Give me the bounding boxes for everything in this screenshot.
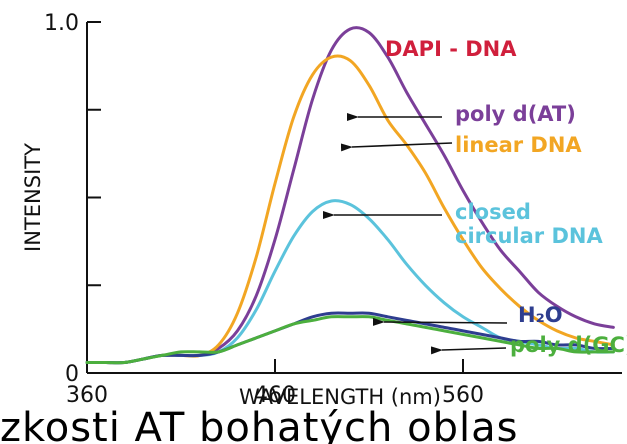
x-axis-title: WAVELENGTH (nm) — [239, 385, 441, 408]
series-layer — [85, 26, 615, 365]
x-tick-label: 360 — [66, 383, 108, 408]
series-label: closed — [455, 200, 531, 224]
y-tick-label: 1.0 — [44, 11, 79, 36]
label-arrow — [430, 346, 507, 355]
caption-text: zkosti AT bohatých oblas — [0, 408, 519, 444]
x-tick-label: 560 — [442, 383, 484, 408]
series-label: linear DNA — [455, 133, 582, 157]
y-tick-label: 0 — [65, 362, 79, 387]
label-arrow — [372, 317, 508, 326]
series-label: poly d(AT) — [455, 102, 576, 126]
series-line — [85, 311, 615, 365]
series-line — [85, 315, 615, 365]
annotation-layer: DAPI - DNA poly d(AT) linear DNA closedcirc… — [323, 37, 627, 357]
x-tick-label: 460 — [254, 383, 296, 408]
y-axis-title: INTENSITY — [21, 143, 45, 252]
series-label: H₂O — [518, 303, 563, 327]
series-label: poly d(GC) — [510, 333, 627, 357]
chart-annotation: DAPI - DNA — [385, 37, 517, 61]
label-arrow — [340, 142, 453, 152]
series-label: circular DNA — [455, 224, 603, 248]
